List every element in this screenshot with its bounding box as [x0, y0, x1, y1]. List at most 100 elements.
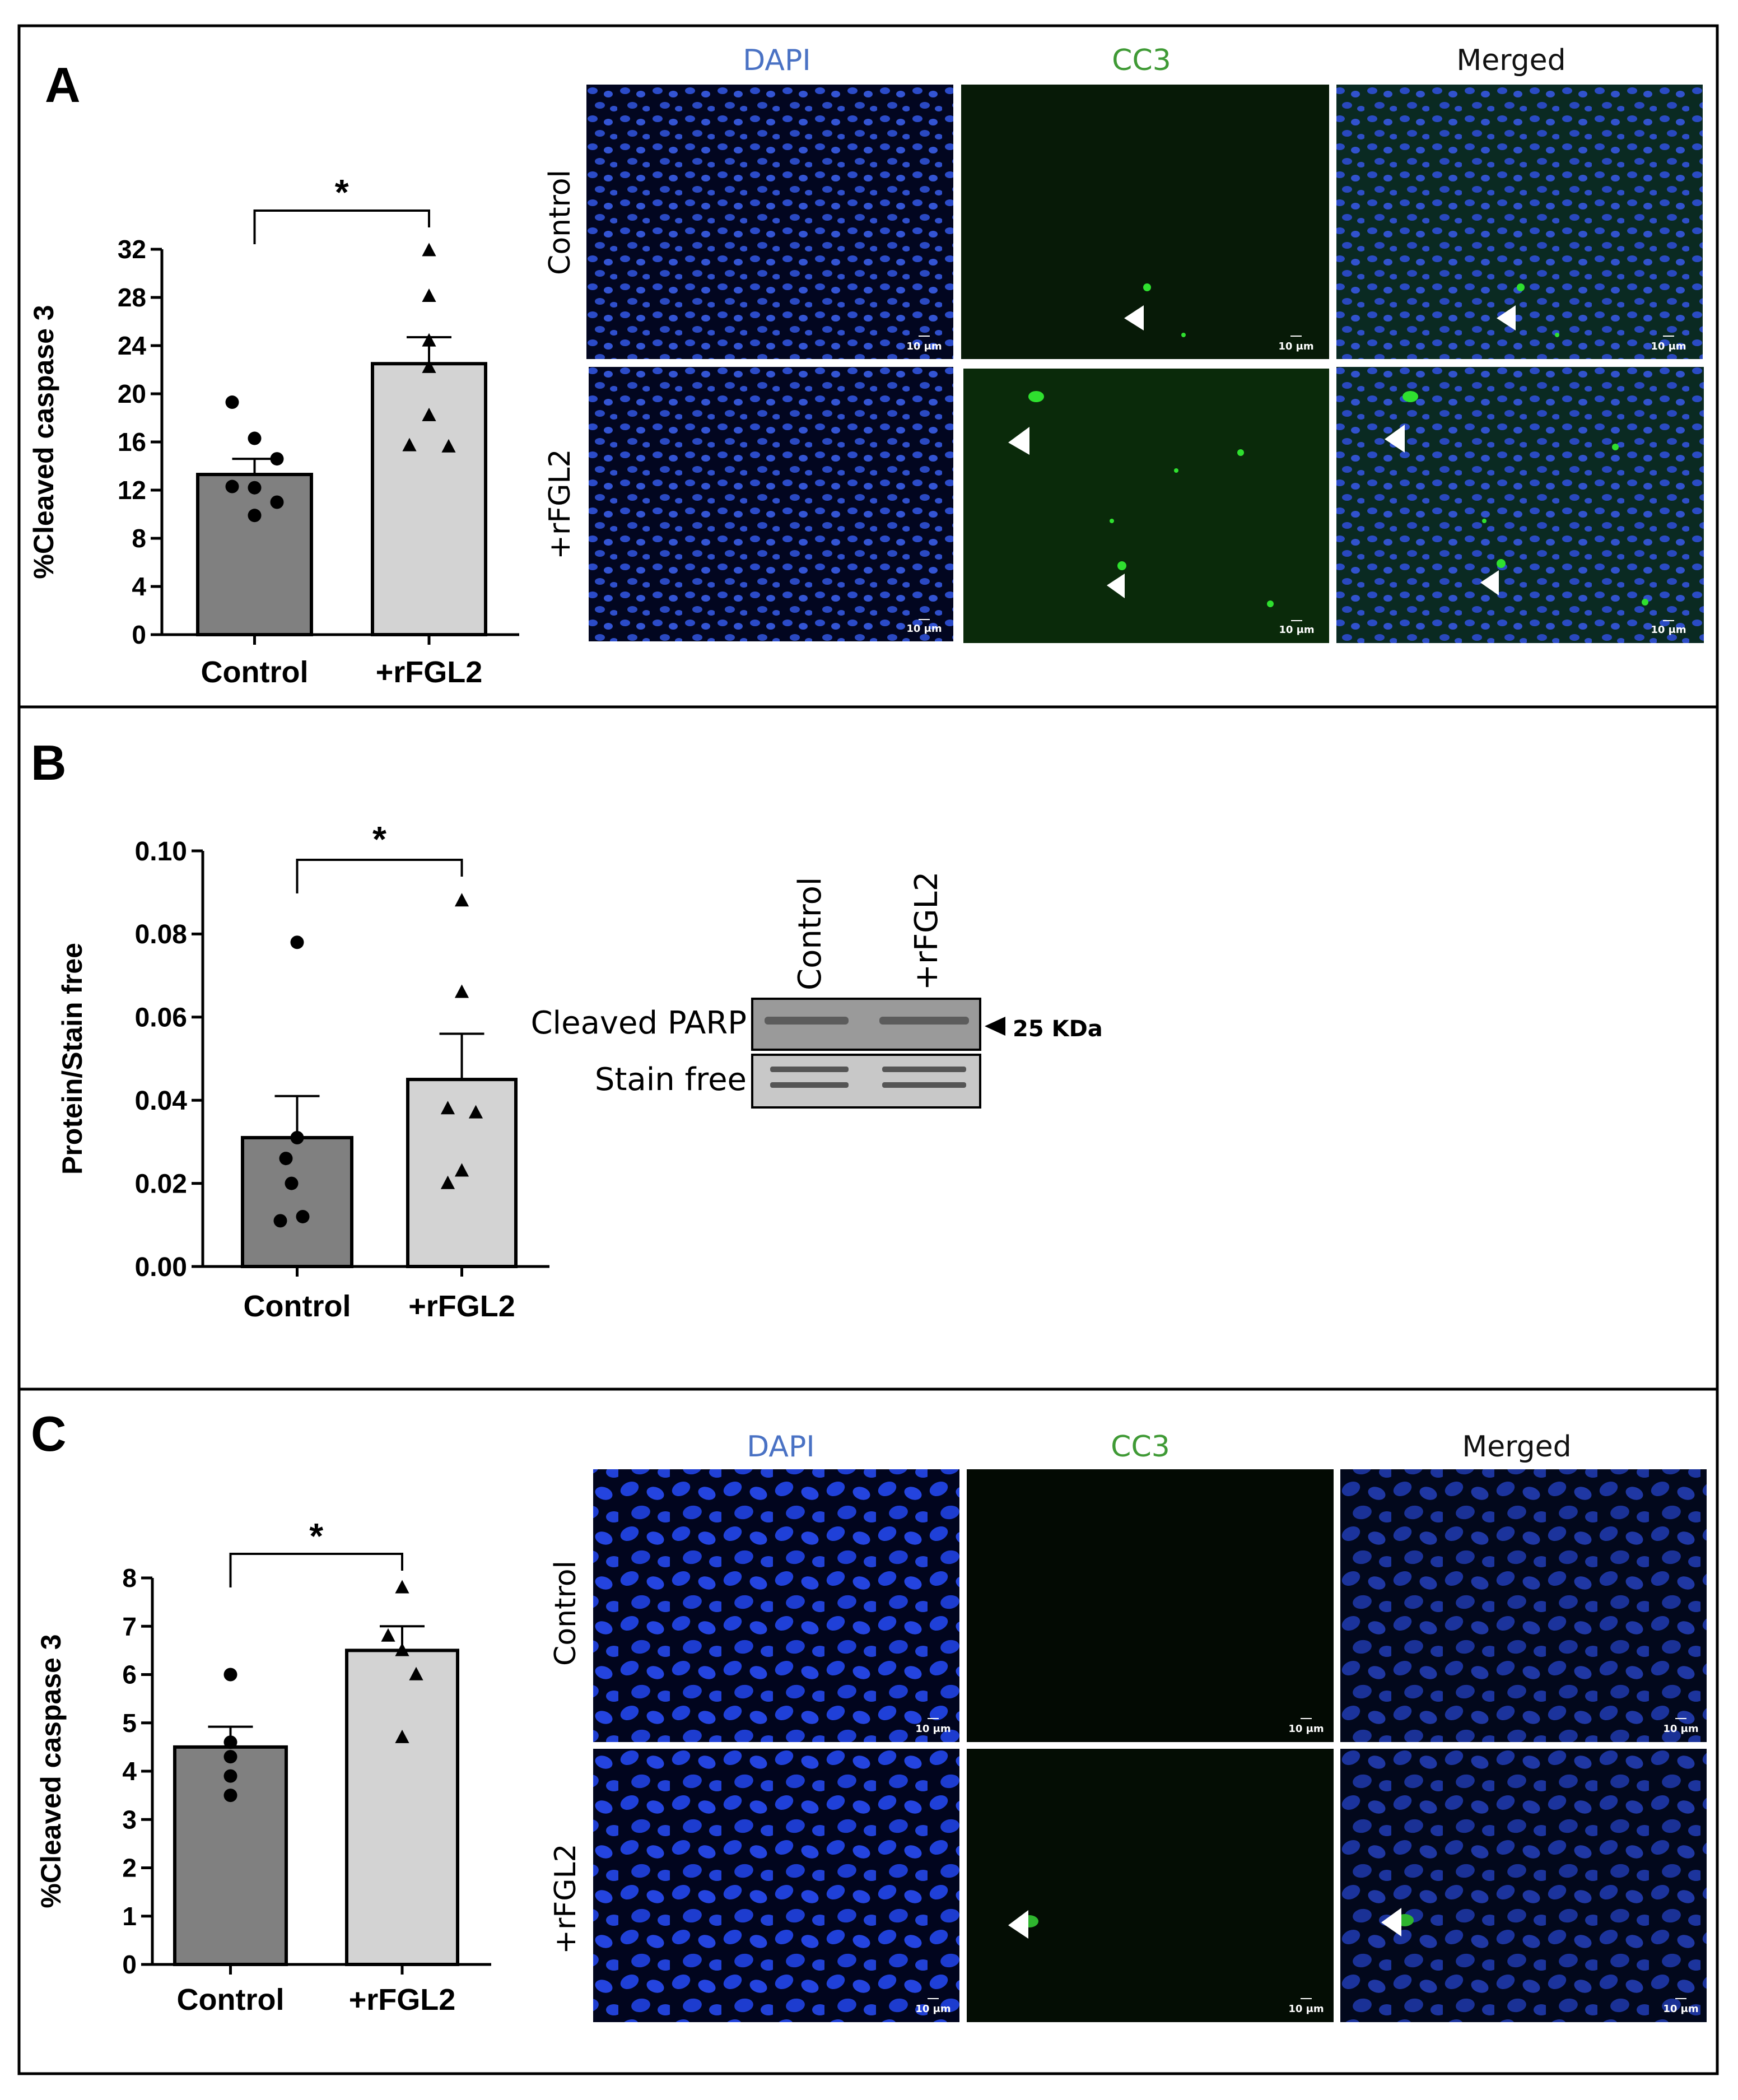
row-label-control: Control — [549, 1561, 583, 1666]
bar-control — [241, 1135, 353, 1268]
y-tick-label: 28 — [118, 283, 146, 312]
significance-star: * — [309, 1516, 323, 1556]
scale-bars: 10 μm 10 μm 10 μm 10 μm 10 μm 10 μm — [906, 336, 1686, 636]
y-tick-label: 0 — [122, 1950, 137, 1979]
y-tick-label: 0.04 — [135, 1086, 188, 1116]
column-label-merged: Merged — [1462, 1430, 1571, 1464]
y-tick-label: 4 — [122, 1757, 137, 1786]
scale-bar-label: 10 μm — [1651, 624, 1686, 636]
y-tick-label: 1 — [122, 1902, 137, 1931]
y-tick-label: 24 — [118, 331, 147, 360]
y-tick-label: 0.02 — [135, 1169, 187, 1199]
scale-bar-label: 10 μm — [906, 623, 942, 635]
bar-chart-c: Control +rFGL2 0 1 2 3 4 5 6 7 8 %Cleaved caspase 3… — [35, 1516, 491, 2017]
data-point — [454, 984, 469, 998]
y-tick-label: 6 — [122, 1660, 137, 1689]
panel-letter-b: B — [31, 735, 67, 790]
data-point — [395, 1580, 409, 1594]
bar-chart-b: Control +rFGL2 0.00 0.02 0.04 0.06 0.08 0.10 Pro… — [57, 819, 549, 1323]
band-label-cleaved-parp: Cleaved PARP — [530, 1005, 747, 1041]
column-label-merged: Merged — [1456, 44, 1565, 77]
data-point — [422, 288, 436, 302]
y-tick-label: 16 — [118, 427, 146, 457]
data-point — [440, 1175, 455, 1189]
band-label-stain-free: Stain free — [595, 1061, 747, 1098]
lane-label-control: Control — [792, 877, 828, 990]
data-point — [248, 509, 262, 523]
scale-bar-label: 10 μm — [1663, 1723, 1698, 1735]
data-point — [225, 395, 239, 409]
scale-bar-label: 10 μm — [915, 1723, 950, 1735]
micrograph-dapi-control — [586, 85, 953, 359]
arrowhead-markers — [1008, 1908, 1401, 1939]
band — [765, 1017, 849, 1025]
row-label-control: Control — [543, 170, 577, 275]
data-point — [422, 407, 436, 421]
row-label-rfgl2: +rFGL2 — [549, 1843, 583, 1954]
significance-bracket — [253, 209, 430, 244]
significance-star: * — [335, 172, 349, 212]
marker-label: 25 KDa — [1013, 1016, 1103, 1042]
band — [879, 1017, 969, 1025]
y-tick-label: 0.06 — [135, 1003, 187, 1033]
data-point — [223, 1735, 237, 1749]
scale-bar-label: 10 μm — [1278, 341, 1313, 352]
data-point — [395, 1642, 409, 1656]
band — [770, 1082, 849, 1088]
band — [770, 1067, 849, 1072]
scale-bar-label: 10 μm — [1279, 624, 1314, 636]
band — [882, 1067, 966, 1072]
scale-bar-label: 10 μm — [1663, 2003, 1698, 2015]
data-point — [290, 1130, 304, 1144]
band — [882, 1082, 966, 1088]
column-label-dapi: DAPI — [747, 1430, 814, 1464]
y-tick-label: 0 — [132, 620, 146, 649]
column-label-cc3: CC3 — [1111, 1430, 1170, 1464]
data-point — [223, 1769, 237, 1783]
micrograph-dapi-rfgl2 — [589, 367, 953, 641]
outer-frame — [17, 24, 1719, 2075]
scale-bar-label: 10 μm — [1288, 1723, 1324, 1735]
western-blot: Control +rFGL2 Cleaved PARP Stain free 2… — [530, 872, 1103, 1109]
micrograph-merged-control — [1340, 1469, 1707, 1742]
significance-bracket — [296, 859, 463, 893]
data-point — [409, 1666, 423, 1680]
data-point — [422, 333, 436, 347]
blot-stain-free — [751, 1054, 981, 1109]
scale-bar-label: 10 μm — [1288, 2003, 1324, 2015]
cc3-signal-spots — [1028, 283, 1648, 607]
scale-bar-label: 10 μm — [915, 2003, 950, 2015]
data-point — [290, 935, 304, 949]
data-point — [468, 1105, 483, 1119]
y-tick-label: 5 — [122, 1708, 137, 1738]
micrograph-dapi-control — [593, 1469, 959, 1742]
arrowhead-markers — [1008, 305, 1516, 598]
category-label: Control — [177, 1983, 285, 2017]
data-point — [422, 359, 436, 373]
data-point — [270, 452, 284, 466]
data-point — [223, 1789, 237, 1803]
micrograph-cc3-control — [967, 1469, 1334, 1742]
bar-rfgl2 — [345, 1649, 459, 1966]
lane-label-rfgl2: +rFGL2 — [908, 872, 945, 990]
category-label: +rFGL2 — [376, 655, 483, 689]
row-label-rfgl2: +rFGL2 — [543, 449, 577, 559]
data-point — [248, 431, 262, 445]
data-point — [273, 1214, 287, 1228]
y-tick-label: 32 — [118, 235, 146, 264]
y-tick-label: 20 — [118, 379, 146, 408]
column-label-cc3: CC3 — [1112, 44, 1171, 77]
y-tick-label: 0.08 — [135, 920, 187, 949]
y-tick-label: 3 — [122, 1805, 137, 1834]
marker-arrowhead — [985, 1017, 1005, 1036]
category-label: Control — [201, 655, 309, 689]
panel-letter-a: A — [45, 57, 81, 113]
micrograph-merged-rfgl2 — [1340, 1749, 1707, 2022]
micrograph-cc3-rfgl2 — [967, 1749, 1334, 2022]
y-tick-label: 12 — [118, 476, 146, 505]
significance-star: * — [372, 819, 386, 859]
data-point — [440, 1101, 455, 1115]
bar-control — [196, 473, 313, 636]
category-label: +rFGL2 — [408, 1289, 515, 1323]
micrograph-dapi-rfgl2 — [593, 1749, 959, 2022]
